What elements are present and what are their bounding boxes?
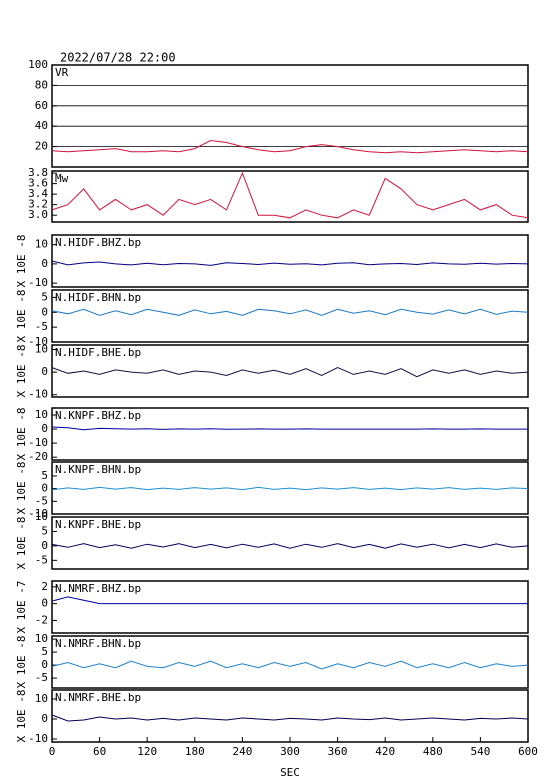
y-tick-label: 0 [41, 305, 48, 318]
y-tick-label: 0 [41, 658, 48, 671]
y-tick-label: -10 [28, 732, 48, 745]
y-axis-label: X 10E -8 [15, 462, 28, 515]
x-tick-label: 60 [93, 745, 106, 758]
y-tick-label: 0 [41, 422, 48, 435]
trace [51, 260, 529, 266]
panel-label: N.KNPF.BHE.bp [55, 518, 141, 531]
y-axis-label: X 10E -8 [15, 408, 28, 461]
y-axis-label: X 10E -8 [15, 235, 28, 288]
y-tick-label: 5 [41, 290, 48, 303]
panel-label: Mw [55, 172, 69, 185]
x-tick-label: 0 [49, 745, 56, 758]
y-axis-label: X 10E -7 [15, 581, 28, 634]
y-tick-label: 3.2 [28, 198, 48, 211]
panel-frame [51, 580, 529, 634]
x-axis-label: SEC [280, 766, 300, 779]
x-tick-label: 600 [518, 745, 538, 758]
panel-frame [51, 289, 529, 343]
trace [51, 308, 529, 316]
y-tick-label: 3.6 [28, 177, 48, 190]
y-tick-label: -10 [28, 507, 48, 520]
panel-frame [51, 635, 529, 689]
y-tick-label: 10 [35, 343, 48, 356]
trace [51, 171, 529, 219]
y-tick-label: -5 [35, 553, 48, 566]
y-tick-label: 0 [41, 257, 48, 270]
panel-frame [51, 461, 529, 515]
panel-label: N.NMRF.BHE.bp [55, 691, 141, 704]
panel-frame [51, 64, 529, 168]
panel-frame [51, 170, 529, 223]
y-tick-label: 0 [41, 597, 48, 610]
y-axis-label: X 10E -8 [15, 690, 28, 743]
trace [51, 486, 529, 491]
trace [51, 660, 529, 670]
y-tick-label: -5 [35, 671, 48, 684]
x-tick-label: 540 [470, 745, 490, 758]
y-axis-label: X 10E -8 [15, 636, 28, 689]
x-tick-label: 120 [137, 745, 157, 758]
y-tick-label: -10 [28, 436, 48, 449]
panel-label: N.HIDF.BHZ.bp [55, 236, 141, 249]
y-tick-label: -10 [28, 388, 48, 401]
y-tick-label: -2 [35, 613, 48, 626]
y-tick-label: 5 [41, 469, 48, 482]
y-tick-label: 3.0 [28, 208, 48, 221]
y-tick-label: 10 [35, 238, 48, 251]
y-tick-label: 2 [41, 580, 48, 593]
y-tick-label: 0 [41, 712, 48, 725]
y-tick-label: 0 [41, 365, 48, 378]
y-tick-label: 40 [35, 119, 48, 132]
y-tick-label: -10 [28, 335, 48, 348]
y-tick-label: 60 [35, 99, 48, 112]
panel-label: N.NMRF.BHN.bp [55, 637, 141, 650]
x-tick-label: 180 [185, 745, 205, 758]
trace [51, 714, 529, 722]
y-tick-label: 5 [41, 645, 48, 658]
trace [51, 367, 529, 378]
y-tick-label: 0 [41, 539, 48, 552]
panel-label: N.KNPF.BHN.bp [55, 463, 141, 476]
trace [51, 596, 528, 605]
y-tick-label: 10 [35, 692, 48, 705]
x-tick-label: 480 [423, 745, 443, 758]
x-tick-label: 240 [232, 745, 252, 758]
y-tick-label: 10 [35, 632, 48, 645]
x-tick-label: 300 [280, 745, 300, 758]
panel-label: N.HIDF.BHE.bp [55, 346, 141, 359]
x-tick-label: 360 [328, 745, 348, 758]
panel-label: N.NMRF.BHZ.bp [55, 582, 141, 595]
panel-frame [51, 344, 529, 398]
y-axis-label: X 10E -8 [15, 517, 28, 570]
y-tick-label: -5 [35, 320, 48, 333]
y-axis-label: X 10E -8 [15, 290, 28, 343]
y-tick-label: 80 [35, 78, 48, 91]
trace [51, 543, 529, 549]
panel-frame [51, 516, 529, 570]
x-tick-label: 420 [375, 745, 395, 758]
y-tick-label: -20 [28, 450, 48, 463]
y-axis-label: X 10E -8 [15, 345, 28, 398]
trace [51, 139, 529, 154]
trace [51, 426, 528, 431]
panel-label: VR [55, 66, 69, 79]
y-tick-label: 20 [35, 140, 48, 153]
y-tick-label: 100 [28, 58, 48, 71]
y-tick-label: 5 [41, 524, 48, 537]
y-tick-label: 0 [41, 482, 48, 495]
panel-frame [51, 407, 529, 461]
panel-label: N.KNPF.BHZ.bp [55, 409, 141, 422]
chart-title: 2022/07/28 22:00 [60, 51, 176, 65]
y-tick-label: 3.8 [28, 166, 48, 179]
panel-label: N.HIDF.BHN.bp [55, 291, 141, 304]
y-tick-label: -5 [35, 494, 48, 507]
y-tick-label: 3.4 [28, 187, 48, 200]
y-tick-label: 10 [35, 408, 48, 421]
y-tick-label: 10 [35, 510, 48, 523]
y-tick-label: -10 [28, 276, 48, 289]
